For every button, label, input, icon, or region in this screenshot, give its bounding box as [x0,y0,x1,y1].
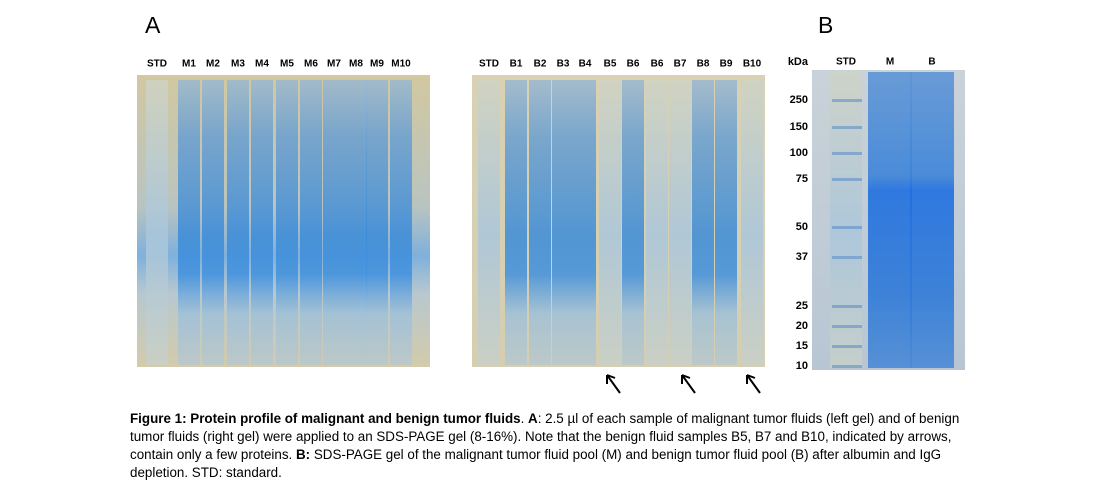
gel-lane [366,80,388,365]
marker-label: 100 [790,147,808,159]
marker-label: 37 [796,251,808,263]
gel-lane [227,80,249,365]
lane-label: M1 [182,59,196,70]
marker-band [832,226,862,229]
lane-label: M [886,57,894,68]
lane-label: B8 [697,59,710,70]
marker-band [832,325,862,328]
marker-band [832,256,862,259]
lane-label: M3 [231,59,245,70]
gel-lanes [146,72,954,368]
gel-lane [529,80,551,365]
caption-text: SDS-PAGE gel of the malignant tumor flui… [130,447,942,480]
gel-lane [669,80,691,365]
lane-label: B2 [534,59,547,70]
panel-label: B [818,12,833,38]
gel-lane [300,80,322,365]
caption-bold: A [528,411,538,426]
marker-label: 250 [790,94,808,106]
marker-band [832,126,862,129]
gel-lane [202,80,224,365]
marker-label: 15 [796,340,808,352]
marker-band [832,305,862,308]
axis-label: kDa [788,56,809,68]
lane-label: M8 [349,59,363,70]
lane-label: B1 [510,59,523,70]
gel-lane [574,80,596,365]
gel-lane [622,80,644,365]
caption-text: : 2.5 µl of each sample of malignant tum… [130,411,960,462]
marker-band [832,365,862,368]
lane-label: B6 [627,59,640,70]
gel-lane [910,72,954,368]
gel-lane [646,80,668,365]
gel-lane [715,80,737,365]
lane-label: STD [479,59,499,70]
gel-lane [868,72,912,368]
lane-label: M4 [255,59,269,70]
marker-label: 10 [796,360,808,372]
lane-label: M5 [280,59,294,70]
marker-label: 25 [796,300,808,312]
gel-lane [692,80,714,365]
marker-label: 50 [796,221,808,233]
caption-bold: B: [296,447,311,462]
gel-lane [345,80,367,365]
lane-label: B9 [720,59,733,70]
lane-label: M10 [391,59,411,70]
lane-label: STD [836,57,856,68]
marker-band [832,99,862,102]
caption: Figure 1: Protein profile of malignant a… [130,410,996,482]
lane-label: M6 [304,59,318,70]
lane-label: B6 [651,59,664,70]
marker-label: 150 [790,121,808,133]
marker-label: 20 [796,320,808,332]
gel-lane [251,80,273,365]
panel-label: A [145,12,161,38]
lane-label: STD [147,59,167,70]
marker-band [832,345,862,348]
caption-text: . [520,411,529,426]
marker-band [832,152,862,155]
lane-label: M2 [206,59,220,70]
gel-lane [478,80,500,365]
lane-label: M7 [327,59,341,70]
marker-label: 75 [796,173,808,185]
gel-lane [146,80,168,365]
arrows [606,374,761,394]
lane-label: B [928,57,935,68]
gel-lane [599,80,621,365]
caption-bold: Figure 1: Protein profile of malignant a… [130,411,521,426]
gel-lane [390,80,412,365]
gel-lane [178,80,200,365]
gel-lane [552,80,574,365]
lane-label: B5 [604,59,617,70]
lane-label: B3 [557,59,570,70]
lane-label: B7 [674,59,687,70]
lane-label: B10 [743,59,762,70]
marker-band [832,178,862,181]
lane-label: M9 [370,59,384,70]
figure-graphics: A B kDa STD M1 M2 M3 M4 M5 M6 M7 M8 M9 M10 STD B1 B2 B… [137,12,965,394]
gel-lane [505,80,527,365]
gel-lane [830,72,862,368]
lane-label: B4 [579,59,592,70]
gel-lane [741,80,763,365]
gel-lane [323,80,345,365]
gel-lane [276,80,298,365]
